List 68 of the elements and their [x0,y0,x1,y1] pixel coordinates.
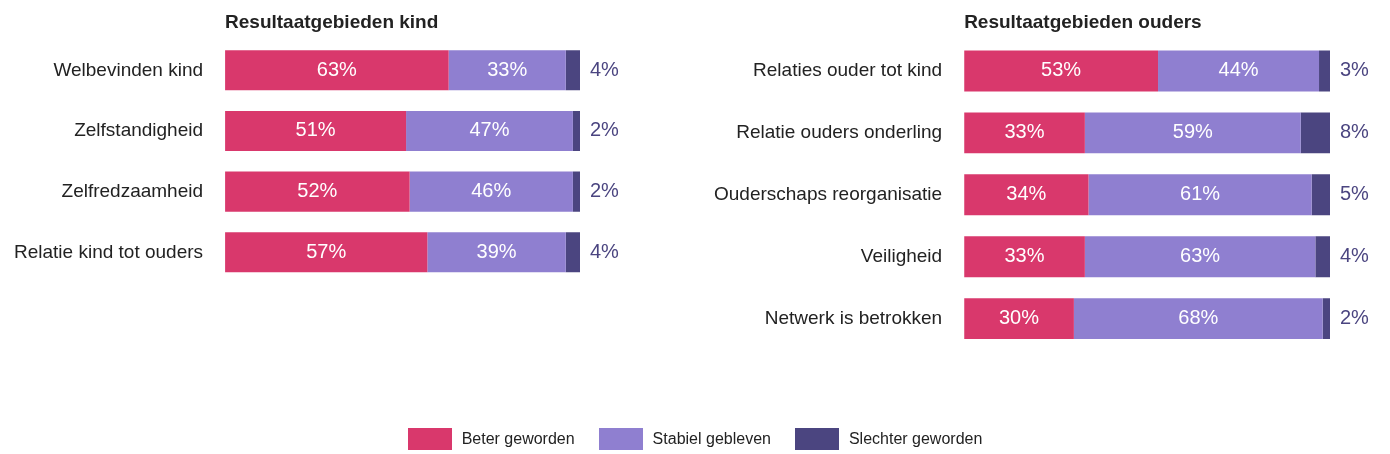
data-label: 52% [297,179,338,202]
data-label: 3% [1340,58,1370,81]
y-tick-label: Zelfredzaamheid [61,179,204,201]
y-tick-label: Relaties ouder tot kind [753,59,943,81]
data-label: 4% [1340,244,1370,267]
data-label: 46% [471,179,512,202]
bar [1311,174,1330,216]
y-tick-label: Veiligheid [860,244,943,266]
bar [225,50,449,91]
bar [964,50,1159,92]
bar [964,236,1085,278]
bar [964,298,1074,340]
data-label: 4% [590,239,620,262]
bar [1084,112,1301,154]
bar [1084,236,1316,278]
bar [406,110,573,151]
data-label: 33% [487,57,528,80]
bar [572,171,580,212]
bar [409,171,573,212]
data-label: 4% [590,57,620,80]
bar [964,174,1089,216]
bar [1315,236,1330,278]
legend-label: Beter geworden [461,430,575,448]
bar [225,232,428,273]
y-tick-label: Welbevinden kind [53,58,204,80]
data-label: 61% [1180,182,1221,205]
bar [225,110,407,151]
bar [448,50,566,91]
data-label: 2% [1340,306,1370,329]
data-label: 63% [316,57,358,80]
legend-label: Stabiel gebleven [652,430,771,448]
data-label: 8% [1340,120,1370,143]
data-label: 33% [1004,244,1045,267]
bar [964,112,1085,154]
bar [427,232,566,273]
data-label: 44% [1218,58,1259,81]
data-label: 30% [998,306,1040,329]
y-tick-label: Zelfstandigheid [74,119,204,141]
y-tick-label: Netwerk is betrokken [764,306,943,328]
data-label: 47% [469,118,510,141]
bar [572,110,580,151]
y-tick-label: Relatie ouders onderling [736,121,943,143]
bar [1300,112,1330,154]
legend-label: Slechter geworden [848,430,983,448]
data-label: 53% [1041,58,1082,81]
data-label: 39% [476,239,517,262]
bar [1319,50,1330,92]
bar [1158,50,1320,92]
data-label: 59% [1172,120,1214,143]
data-label: 51% [295,118,336,141]
bar [1073,298,1323,340]
chart-title: Resultaatgebieden ouders [964,10,1202,32]
data-label: 33% [1004,120,1045,143]
data-label: 2% [590,179,620,202]
y-tick-label: Ouderschaps reorganisatie [713,183,943,205]
bar [565,50,580,91]
data-label: 68% [1178,306,1219,329]
data-label: 2% [590,118,620,141]
chart-title: Resultaatgebieden kind [225,10,439,32]
data-label: 34% [1006,182,1047,205]
bar [1322,298,1330,340]
bar [565,232,580,273]
bar [1088,174,1312,216]
bar [225,171,410,212]
data-label: 5% [1340,182,1370,205]
y-tick-label: Relatie kind tot ouders [13,240,204,262]
data-label: 63% [1180,244,1221,267]
data-label: 57% [306,239,347,262]
